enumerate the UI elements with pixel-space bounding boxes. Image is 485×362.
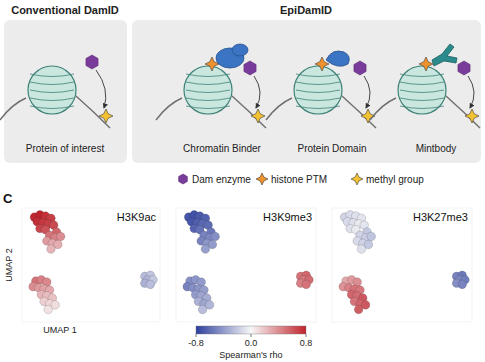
dam-enzyme: [86, 55, 98, 69]
dna-wrap: [186, 90, 230, 93]
dna-wrap: [296, 74, 340, 77]
colorbar-tick: [196, 334, 197, 337]
colorbar-tick-label: 0.0: [245, 338, 258, 348]
points: [339, 211, 469, 314]
dna-wrap: [400, 106, 444, 109]
colorbar-tick: [306, 334, 307, 337]
colorbar-tick-label: 0.8: [300, 338, 313, 348]
dna: [370, 98, 396, 120]
point: [458, 280, 467, 289]
dna-wrap: [400, 74, 444, 77]
histone-core: [28, 66, 76, 114]
point: [354, 305, 363, 314]
dna-wrap: [296, 106, 340, 109]
methyl-group: [465, 109, 479, 123]
dna-wrap: [30, 106, 74, 109]
dna-wrap: [296, 90, 340, 93]
point: [367, 232, 376, 241]
dna: [266, 98, 292, 120]
axis-label: UMAP 2: [4, 248, 14, 281]
nucleosome: [370, 66, 480, 128]
dna: [156, 98, 182, 120]
point: [47, 245, 56, 254]
methyl-group: [251, 109, 265, 123]
dam-enzyme: [354, 61, 366, 75]
arrow: [254, 76, 260, 108]
dna: [0, 98, 26, 120]
plot-frame: [332, 208, 472, 322]
chart-title: H3K9me3: [263, 211, 312, 223]
mintbody: [432, 44, 457, 66]
point: [357, 245, 366, 254]
dna: [342, 96, 376, 128]
colorbar-label: Spearman's rho: [219, 350, 282, 360]
arrow: [96, 70, 106, 108]
dna-wrap: [400, 98, 444, 101]
arrow: [364, 76, 370, 108]
point: [56, 232, 65, 241]
dna-wrap: [400, 82, 444, 85]
point: [146, 280, 155, 289]
item-label: Mintbody: [416, 143, 457, 154]
dna-wrap: [30, 98, 74, 101]
histone-core: [184, 66, 232, 114]
dna-wrap: [400, 90, 444, 93]
panel-box: [4, 20, 127, 163]
panel-title: EpiDamID: [280, 4, 332, 16]
dna-wrap: [296, 98, 340, 101]
dna-wrap: [30, 82, 74, 85]
panel-title: Conventional DamID: [11, 4, 119, 16]
histone-ptm: [256, 173, 268, 185]
nucleosome: [0, 66, 110, 128]
methyl-group: [351, 173, 363, 185]
dna: [446, 96, 480, 128]
histone-ptm: [419, 57, 433, 71]
legend-label: Dam enzyme: [192, 174, 251, 185]
point: [44, 305, 53, 314]
point: [211, 232, 220, 241]
arrow: [468, 76, 474, 108]
point: [201, 245, 210, 254]
colorbar: [196, 326, 306, 334]
item-label: Protein of interest: [26, 143, 105, 154]
legend-label: methyl group: [366, 174, 424, 185]
chart-title: H3K9ac: [117, 211, 157, 223]
protein-domain: [326, 51, 349, 66]
dna-wrap: [186, 74, 230, 77]
point: [198, 305, 207, 314]
dna-wrap: [186, 82, 230, 85]
histone-core: [294, 66, 342, 114]
dna-wrap: [30, 90, 74, 93]
panel-letter: C: [3, 191, 13, 206]
colorbar-tick: [251, 334, 252, 337]
dam-enzyme: [458, 61, 470, 75]
dna-wrap: [296, 82, 340, 85]
plot-frame: [176, 208, 316, 322]
point: [302, 280, 311, 289]
plot-frame: [22, 208, 160, 322]
colorbar-tick-label: -0.8: [188, 338, 204, 348]
figure: Conventional DamID EpiDamID Protein of int…: [0, 0, 485, 362]
legend-label: histone PTM: [271, 174, 327, 185]
chromatin-binder: [232, 44, 248, 56]
dna: [232, 96, 266, 128]
axis-label: UMAP 1: [43, 325, 76, 335]
nucleosome: [266, 66, 376, 128]
histone-core: [398, 66, 446, 114]
item-label: Protein Domain: [298, 143, 367, 154]
methyl-group: [99, 109, 113, 123]
dna-wrap: [30, 74, 74, 77]
points: [183, 211, 313, 314]
chart-title: H3K27me3: [413, 211, 468, 223]
nucleosome: [156, 66, 266, 128]
dam-enzyme: [179, 174, 188, 184]
panel-box: [132, 20, 481, 163]
dna-wrap: [186, 106, 230, 109]
item-label: Chromatin Binder: [183, 143, 261, 154]
dam-enzyme: [244, 61, 256, 75]
dna-wrap: [186, 98, 230, 101]
points: [29, 211, 158, 314]
